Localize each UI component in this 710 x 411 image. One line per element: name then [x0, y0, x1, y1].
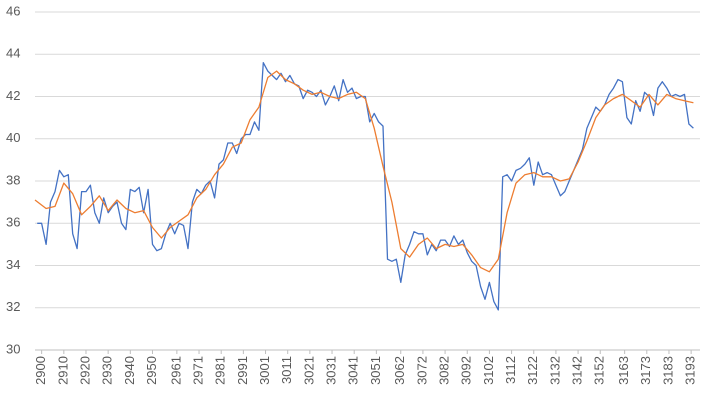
x-tick-label: 3062	[392, 356, 407, 385]
y-tick-label: 34	[6, 257, 20, 272]
x-tick-label: 3183	[660, 356, 675, 385]
x-tick-label: 2981	[213, 356, 228, 385]
series-line	[34, 70, 694, 273]
x-tick-label: 3132	[547, 356, 562, 385]
x-tick-label: 3041	[346, 356, 361, 385]
series-line	[37, 62, 694, 311]
x-tick-label: 3011	[279, 356, 294, 384]
y-tick-label: 42	[6, 88, 20, 103]
x-tick-label: 3072	[414, 356, 429, 385]
x-tick-label: 2991	[235, 356, 250, 385]
x-tick-label: 3051	[368, 356, 383, 385]
x-tick-label: 3021	[301, 356, 316, 385]
y-tick-label: 32	[6, 299, 20, 314]
x-tick-label: 3031	[323, 356, 338, 385]
x-tick-label: 3173	[638, 356, 653, 385]
x-tick-label: 2910	[55, 356, 70, 385]
x-tick-label: 3193	[683, 356, 698, 385]
y-tick-label: 40	[6, 130, 20, 145]
y-tick-label: 36	[6, 215, 20, 230]
y-tick-label: 30	[6, 341, 20, 356]
x-tick-label: 3102	[481, 356, 496, 385]
x-tick-label: 3001	[257, 356, 272, 385]
y-tick-label: 46	[6, 3, 20, 18]
x-tick-label: 3112	[503, 356, 518, 384]
x-tick-label: 2961	[168, 356, 183, 385]
x-tick-label: 2940	[122, 356, 137, 385]
x-tick-label: 2950	[144, 356, 159, 385]
x-tick-label: 3142	[570, 356, 585, 385]
y-tick-label: 38	[6, 172, 20, 187]
x-tick-label: 2971	[190, 356, 205, 385]
x-tick-label: 3122	[525, 356, 540, 385]
x-tick-label: 3092	[459, 356, 474, 385]
x-tick-label: 2900	[33, 356, 48, 385]
x-tick-label: 3152	[592, 356, 607, 385]
x-tick-label: 3163	[616, 356, 631, 385]
x-tick-label: 3082	[437, 356, 452, 385]
x-tick-label: 2920	[77, 356, 92, 385]
x-tick-label: 2930	[100, 356, 115, 385]
y-tick-label: 44	[6, 46, 20, 61]
